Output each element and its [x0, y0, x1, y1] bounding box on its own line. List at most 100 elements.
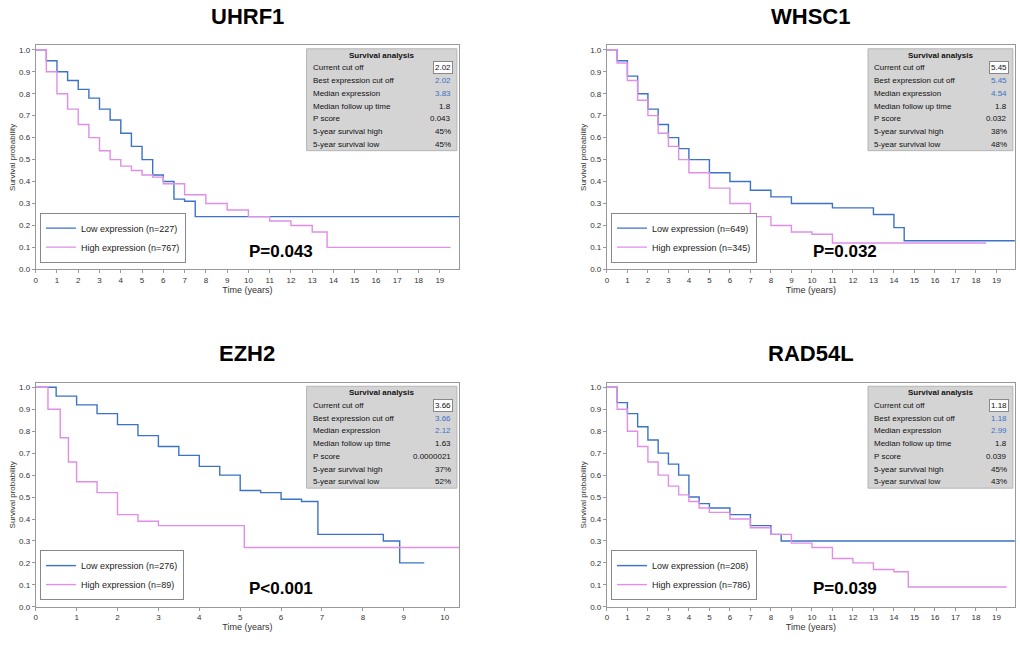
svg-text:6: 6	[728, 613, 733, 622]
svg-text:High expression (n=345): High expression (n=345)	[652, 243, 750, 253]
svg-text:9: 9	[402, 613, 407, 622]
svg-text:Time (years): Time (years)	[222, 622, 272, 632]
svg-text:0: 0	[605, 276, 610, 285]
svg-text:5-year survival low: 5-year survival low	[313, 140, 379, 149]
svg-text:52%: 52%	[435, 477, 451, 486]
svg-text:RAD54L: RAD54L	[768, 341, 854, 366]
svg-text:12: 12	[848, 613, 857, 622]
svg-text:4: 4	[197, 613, 202, 622]
svg-text:2: 2	[646, 613, 651, 622]
svg-text:0.9: 0.9	[19, 405, 31, 414]
svg-text:2.02: 2.02	[435, 76, 451, 85]
svg-text:Time (years): Time (years)	[786, 622, 836, 632]
svg-text:0.0000021: 0.0000021	[413, 452, 451, 461]
svg-text:0.2: 0.2	[590, 559, 602, 568]
svg-text:2: 2	[115, 613, 120, 622]
svg-text:16: 16	[930, 276, 939, 285]
svg-text:43%: 43%	[991, 477, 1007, 486]
svg-text:0.3: 0.3	[19, 199, 31, 208]
svg-text:Survival probability: Survival probability	[8, 124, 17, 191]
svg-text:12: 12	[287, 276, 296, 285]
svg-text:0.1: 0.1	[19, 581, 31, 590]
svg-text:6: 6	[279, 613, 284, 622]
svg-text:EZH2: EZH2	[219, 341, 275, 366]
svg-text:14: 14	[889, 613, 898, 622]
svg-text:5-year survival high: 5-year survival high	[874, 127, 943, 136]
svg-text:4: 4	[119, 276, 124, 285]
svg-text:Current cut off: Current cut off	[313, 401, 364, 410]
svg-text:Low expression (n=649): Low expression (n=649)	[652, 224, 748, 234]
svg-text:5-year survival low: 5-year survival low	[313, 477, 379, 486]
svg-text:5-year survival high: 5-year survival high	[313, 127, 382, 136]
svg-text:14: 14	[329, 276, 338, 285]
svg-text:13: 13	[869, 613, 878, 622]
svg-text:3: 3	[666, 276, 671, 285]
svg-text:0.4: 0.4	[19, 177, 31, 186]
svg-text:1: 1	[625, 613, 630, 622]
svg-text:18: 18	[414, 276, 423, 285]
svg-text:0.6: 0.6	[19, 471, 31, 480]
svg-text:0.0: 0.0	[590, 265, 602, 274]
svg-text:5-year survival high: 5-year survival high	[313, 465, 382, 474]
svg-text:0.6: 0.6	[590, 133, 602, 142]
svg-text:UHRF1: UHRF1	[211, 4, 284, 29]
svg-text:3.83: 3.83	[435, 89, 451, 98]
svg-text:6: 6	[728, 276, 733, 285]
svg-text:16: 16	[930, 613, 939, 622]
svg-text:0.2: 0.2	[19, 221, 31, 230]
svg-text:2: 2	[76, 276, 81, 285]
svg-text:0.7: 0.7	[19, 111, 31, 120]
svg-text:3: 3	[97, 276, 102, 285]
svg-text:0.7: 0.7	[19, 449, 31, 458]
svg-text:1: 1	[74, 613, 79, 622]
svg-text:P score: P score	[874, 452, 902, 461]
svg-text:15: 15	[910, 613, 919, 622]
svg-text:0.4: 0.4	[590, 177, 602, 186]
svg-text:P<0.001: P<0.001	[249, 579, 313, 598]
svg-text:1.63: 1.63	[435, 439, 451, 448]
svg-text:2.99: 2.99	[991, 426, 1007, 435]
svg-text:1.0: 1.0	[590, 46, 602, 55]
svg-text:Median expression: Median expression	[874, 89, 941, 98]
svg-text:17: 17	[951, 276, 960, 285]
svg-text:Low expression (n=208): Low expression (n=208)	[652, 561, 748, 571]
svg-text:Survival analysis: Survival analysis	[349, 51, 414, 60]
svg-text:Survival probability: Survival probability	[579, 124, 588, 191]
svg-text:P=0.043: P=0.043	[249, 242, 313, 261]
svg-text:5: 5	[707, 613, 712, 622]
svg-text:9: 9	[789, 276, 794, 285]
svg-text:1.8: 1.8	[995, 102, 1007, 111]
svg-text:5.45: 5.45	[991, 76, 1007, 85]
svg-text:17: 17	[393, 276, 402, 285]
svg-text:5: 5	[707, 276, 712, 285]
svg-text:0.0: 0.0	[19, 265, 31, 274]
svg-text:1.0: 1.0	[19, 383, 31, 392]
svg-text:0.8: 0.8	[19, 427, 31, 436]
svg-text:0.3: 0.3	[19, 537, 31, 546]
svg-text:Current cut off: Current cut off	[874, 401, 925, 410]
svg-text:37%: 37%	[435, 465, 451, 474]
svg-text:Current cut off: Current cut off	[874, 63, 925, 72]
svg-text:1.0: 1.0	[590, 383, 602, 392]
svg-text:Median follow up time: Median follow up time	[313, 102, 391, 111]
svg-text:5-year survival high: 5-year survival high	[874, 465, 943, 474]
svg-text:1.18: 1.18	[991, 401, 1007, 410]
svg-text:13: 13	[308, 276, 317, 285]
svg-text:Best expression cut off: Best expression cut off	[313, 76, 395, 85]
svg-text:Survival analysis: Survival analysis	[908, 388, 973, 397]
svg-text:Median follow up time: Median follow up time	[874, 439, 952, 448]
svg-text:19: 19	[992, 276, 1001, 285]
svg-text:14: 14	[889, 276, 898, 285]
svg-text:18: 18	[971, 613, 980, 622]
svg-text:Median expression: Median expression	[874, 426, 941, 435]
svg-text:1.8: 1.8	[995, 439, 1007, 448]
svg-text:5: 5	[140, 276, 145, 285]
svg-text:P score: P score	[313, 452, 341, 461]
svg-text:Low expression (n=276): Low expression (n=276)	[81, 561, 177, 571]
svg-text:0.039: 0.039	[986, 452, 1007, 461]
svg-text:Best expression cut off: Best expression cut off	[313, 414, 395, 423]
svg-text:16: 16	[372, 276, 381, 285]
svg-text:12: 12	[848, 276, 857, 285]
svg-text:Survival probability: Survival probability	[8, 461, 17, 528]
svg-text:9: 9	[225, 276, 230, 285]
